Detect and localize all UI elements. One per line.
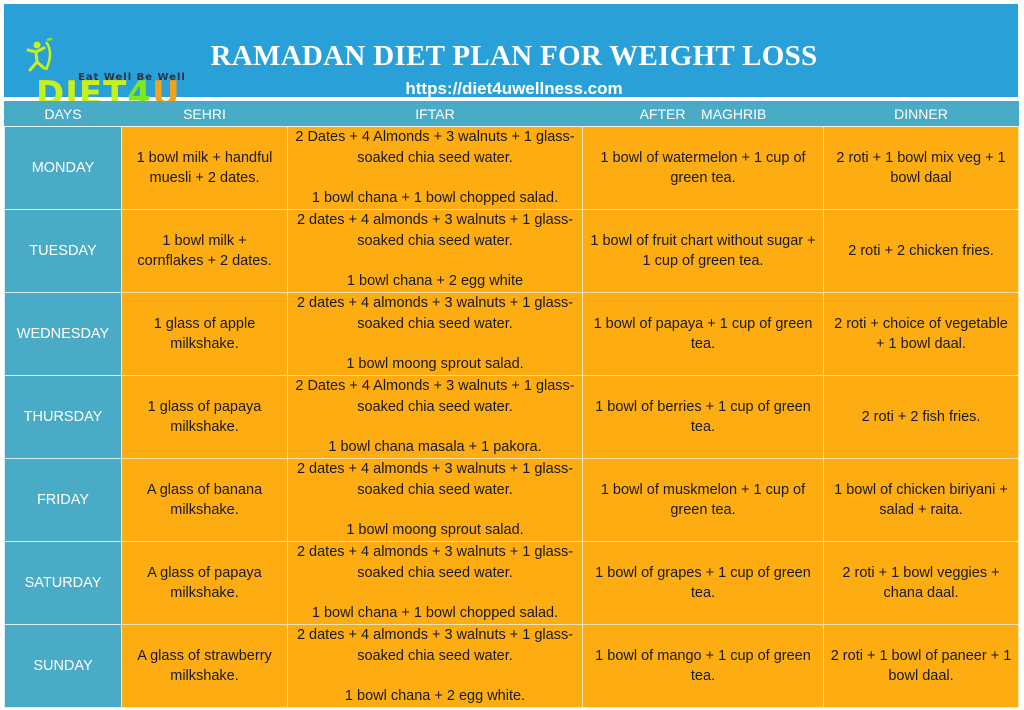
sehri-cell: 1 bowl milk + cornflakes + 2 dates.	[121, 209, 288, 293]
iftar-meal: 1 bowl chana + 1 bowl chopped salad.	[311, 190, 559, 207]
column-header-after-maghrib: AFTER MAGHRIB	[582, 101, 824, 127]
day-cell: MONDAY	[4, 126, 122, 210]
column-header-dinner: DINNER	[823, 101, 1019, 127]
table-row: TUESDAY 1 bowl milk + cornflakes + 2 dat…	[4, 209, 1019, 293]
iftar-cell: 2 Dates + 4 Almonds + 3 walnuts + 1 glas…	[287, 375, 583, 459]
iftar-snack: 2 dates + 4 almonds + 3 walnuts + 1 glas…	[296, 461, 574, 498]
sehri-cell: A glass of banana milkshake.	[121, 458, 288, 542]
dinner-cell: 1 bowl of chicken biriyani + salad + rai…	[823, 458, 1019, 542]
table-row: MONDAY 1 bowl milk + handful muesli + 2 …	[4, 126, 1019, 210]
iftar-meal: 1 bowl chana + 1 bowl chopped salad.	[311, 605, 559, 622]
iftar-meal: 1 bowl chana + 2 egg white.	[344, 688, 526, 705]
table-row: THURSDAY 1 glass of papaya milkshake. 2 …	[4, 375, 1019, 459]
iftar-cell: 2 dates + 4 almonds + 3 walnuts + 1 glas…	[287, 541, 583, 625]
day-cell: SUNDAY	[4, 624, 122, 708]
dinner-cell: 2 roti + 1 bowl of paneer + 1 bowl daal.	[823, 624, 1019, 708]
iftar-meal: 1 bowl moong sprout salad.	[346, 522, 524, 539]
sehri-cell: 1 glass of papaya milkshake.	[121, 375, 288, 459]
dinner-cell: 2 roti + 1 bowl mix veg + 1 bowl daal	[823, 126, 1019, 210]
column-header-iftar: IFTAR	[287, 101, 583, 127]
sehri-cell: A glass of strawberry milkshake.	[121, 624, 288, 708]
table-row: SUNDAY A glass of strawberry milkshake. …	[4, 624, 1019, 708]
column-header-days: DAYS	[4, 101, 122, 127]
iftar-cell: 2 Dates + 4 Almonds + 3 walnuts + 1 glas…	[287, 126, 583, 210]
iftar-meal: 1 bowl chana + 2 egg white	[346, 273, 524, 290]
diet-plan-table: DAYS SEHRI IFTAR AFTER MAGHRIB DINNER MO…	[4, 101, 1019, 708]
sehri-cell: 1 glass of apple milkshake.	[121, 292, 288, 376]
after-maghrib-cell: 1 bowl of fruit chart without sugar + 1 …	[582, 209, 824, 293]
dinner-cell: 2 roti + 2 fish fries.	[823, 375, 1019, 459]
dinner-cell: 2 roti + choice of vegetable + 1 bowl da…	[823, 292, 1019, 376]
day-cell: WEDNESDAY	[4, 292, 122, 376]
iftar-snack: 2 Dates + 4 Almonds + 3 walnuts + 1 glas…	[295, 378, 575, 415]
iftar-snack: 2 dates + 4 almonds + 3 walnuts + 1 glas…	[296, 295, 574, 332]
table-header-row: DAYS SEHRI IFTAR AFTER MAGHRIB DINNER	[4, 101, 1019, 127]
running-figure-apple-icon	[26, 37, 53, 72]
logo-tagline: Eat Well Be Well	[78, 72, 186, 83]
day-cell: THURSDAY	[4, 375, 122, 459]
after-maghrib-cell: 1 bowl of grapes + 1 cup of green tea.	[582, 541, 824, 625]
day-cell: TUESDAY	[4, 209, 122, 293]
iftar-cell: 2 dates + 4 almonds + 3 walnuts + 1 glas…	[287, 292, 583, 376]
dinner-cell: 2 roti + 1 bowl veggies + chana daal.	[823, 541, 1019, 625]
after-maghrib-cell: 1 bowl of muskmelon + 1 cup of green tea…	[582, 458, 824, 542]
header-banner: DIET4U Eat Well Be Well RAMADAN DIET PLA…	[4, 4, 1018, 114]
after-maghrib-cell: 1 bowl of berries + 1 cup of green tea.	[582, 375, 824, 459]
iftar-snack: 2 dates + 4 almonds + 3 walnuts + 1 glas…	[296, 544, 574, 581]
day-cell: FRIDAY	[4, 458, 122, 542]
iftar-snack: 2 Dates + 4 Almonds + 3 walnuts + 1 glas…	[295, 129, 575, 166]
table-row: WEDNESDAY 1 glass of apple milkshake. 2 …	[4, 292, 1019, 376]
after-maghrib-cell: 1 bowl of watermelon + 1 cup of green te…	[582, 126, 824, 210]
after-maghrib-cell: 1 bowl of papaya + 1 cup of green tea.	[582, 292, 824, 376]
column-header-sehri: SEHRI	[121, 101, 288, 127]
iftar-cell: 2 dates + 4 almonds + 3 walnuts + 1 glas…	[287, 209, 583, 293]
table-row: FRIDAY A glass of banana milkshake. 2 da…	[4, 458, 1019, 542]
iftar-snack: 2 dates + 4 almonds + 3 walnuts + 1 glas…	[296, 627, 574, 664]
sehri-cell: 1 bowl milk + handful muesli + 2 dates.	[121, 126, 288, 210]
iftar-meal: 1 bowl moong sprout salad.	[346, 356, 524, 373]
page-title: RAMADAN DIET PLAN FOR WEIGHT LOSS	[210, 40, 818, 72]
after-maghrib-cell: 1 bowl of mango + 1 cup of green tea.	[582, 624, 824, 708]
iftar-snack: 2 dates + 4 almonds + 3 walnuts + 1 glas…	[296, 212, 574, 249]
iftar-cell: 2 dates + 4 almonds + 3 walnuts + 1 glas…	[287, 624, 583, 708]
iftar-cell: 2 dates + 4 almonds + 3 walnuts + 1 glas…	[287, 458, 583, 542]
iftar-meal: 1 bowl chana masala + 1 pakora.	[328, 439, 542, 456]
diet4u-logo: DIET4U Eat Well Be Well	[24, 32, 194, 114]
day-cell: SATURDAY	[4, 541, 122, 625]
table-row: SATURDAY A glass of papaya milkshake. 2 …	[4, 541, 1019, 625]
sehri-cell: A glass of papaya milkshake.	[121, 541, 288, 625]
dinner-cell: 2 roti + 2 chicken fries.	[823, 209, 1019, 293]
website-url[interactable]: https://diet4uwellness.com	[405, 79, 623, 98]
